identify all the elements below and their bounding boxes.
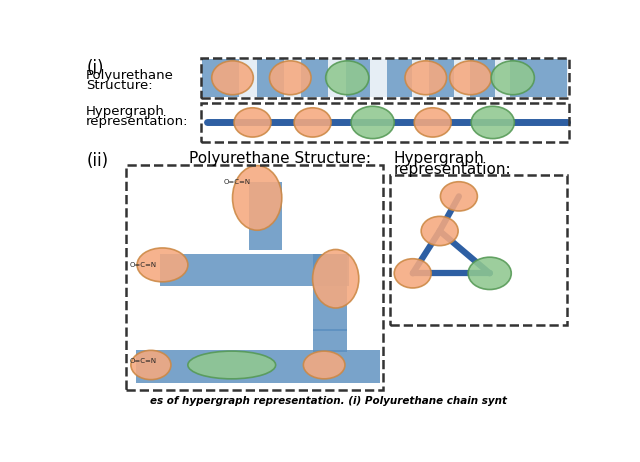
Text: Polyurethane: Polyurethane	[86, 68, 174, 81]
Ellipse shape	[450, 61, 492, 95]
Ellipse shape	[351, 106, 394, 139]
Text: O=C=N: O=C=N	[129, 358, 156, 364]
Bar	[429, 59, 454, 97]
Ellipse shape	[131, 350, 171, 380]
Ellipse shape	[492, 61, 534, 95]
Bar	[509, 59, 568, 97]
Bar	[126, 165, 383, 389]
Text: O=C=N: O=C=N	[129, 262, 156, 268]
Ellipse shape	[234, 108, 271, 137]
Text: es of hypergraph representation. (i) Polyurethane chain synt: es of hypergraph representation. (i) Pol…	[150, 396, 506, 406]
Ellipse shape	[394, 259, 431, 288]
Bar	[201, 103, 569, 142]
Ellipse shape	[303, 351, 345, 379]
Bar	[202, 59, 568, 97]
Ellipse shape	[421, 216, 458, 246]
Text: representation:: representation:	[86, 116, 189, 128]
Text: (i): (i)	[86, 59, 104, 77]
Text: Polyurethane Structure:: Polyurethane Structure:	[189, 151, 371, 166]
Ellipse shape	[326, 61, 369, 95]
Ellipse shape	[468, 257, 511, 290]
Bar	[312, 254, 348, 331]
Bar	[257, 59, 284, 97]
Ellipse shape	[414, 108, 451, 137]
Text: Structure:: Structure:	[86, 79, 153, 91]
Bar	[201, 58, 569, 98]
Ellipse shape	[212, 61, 253, 95]
Bar	[250, 182, 282, 250]
Text: Hypergraph: Hypergraph	[394, 151, 484, 166]
Text: O=C=N: O=C=N	[224, 179, 251, 185]
Bar	[301, 59, 328, 97]
Bar	[470, 59, 495, 97]
Text: (ii): (ii)	[86, 152, 108, 170]
Bar	[390, 175, 566, 325]
Ellipse shape	[440, 182, 477, 211]
Ellipse shape	[405, 61, 447, 95]
Ellipse shape	[471, 106, 515, 139]
Ellipse shape	[232, 165, 282, 230]
Bar	[312, 329, 348, 352]
Ellipse shape	[312, 249, 359, 308]
Bar	[202, 59, 239, 97]
Ellipse shape	[294, 108, 331, 137]
Text: representation:: representation:	[394, 162, 511, 176]
Text: Hypergraph: Hypergraph	[86, 105, 165, 118]
Bar	[346, 59, 371, 97]
Ellipse shape	[137, 248, 188, 282]
Ellipse shape	[188, 351, 276, 379]
Ellipse shape	[269, 61, 311, 95]
Bar	[387, 59, 412, 97]
Bar	[160, 254, 349, 286]
Bar	[136, 350, 380, 383]
